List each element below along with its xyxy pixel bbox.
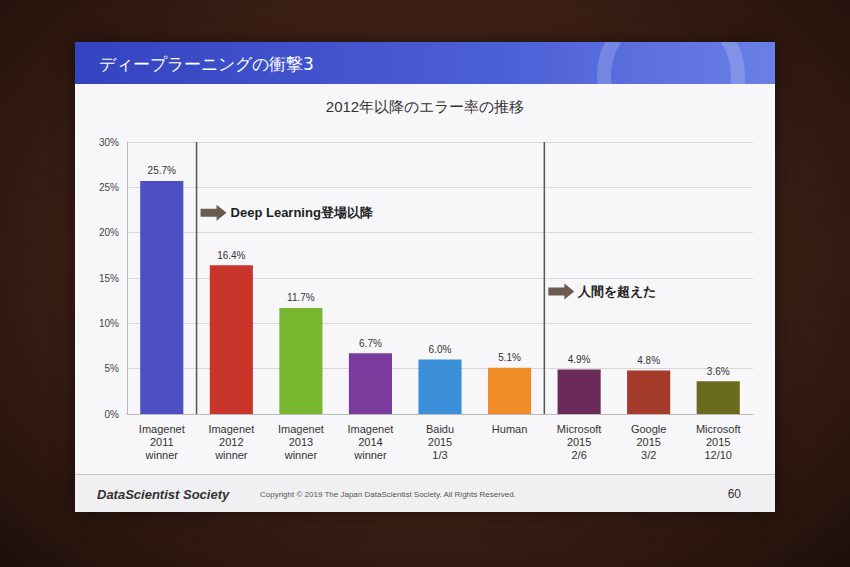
svg-text:Imagenet: Imagenet — [208, 423, 254, 435]
svg-text:15%: 15% — [99, 273, 119, 284]
svg-text:6.0%: 6.0% — [429, 344, 452, 355]
svg-text:Microsoft: Microsoft — [557, 423, 602, 435]
html-text:60: 60 — [727, 487, 741, 501]
svg-text:20%: 20% — [99, 227, 119, 238]
svg-text:12/10: 12/10 — [704, 449, 732, 461]
svg-text:4.8%: 4.8% — [637, 355, 660, 366]
svg-text:2015: 2015 — [636, 436, 660, 448]
svg-text:6.7%: 6.7% — [359, 338, 382, 349]
svg-text:人間を超えた: 人間を超えた — [577, 284, 656, 299]
svg-text:2015: 2015 — [567, 436, 591, 448]
svg-text:Imagenet: Imagenet — [348, 423, 394, 435]
svg-text:2014: 2014 — [358, 436, 382, 448]
svg-text:Imagenet: Imagenet — [278, 423, 324, 435]
svg-text:3/2: 3/2 — [641, 449, 656, 461]
svg-text:2012年以降のエラー率の推移: 2012年以降のエラー率の推移 — [326, 98, 524, 115]
svg-text:winner: winner — [145, 449, 179, 461]
svg-text:Baidu: Baidu — [426, 423, 454, 435]
svg-text:winner: winner — [214, 449, 248, 461]
svg-text:0%: 0% — [105, 409, 120, 420]
svg-text:2011: 2011 — [150, 436, 174, 448]
svg-text:winner: winner — [353, 449, 387, 461]
svg-text:2013: 2013 — [289, 436, 313, 448]
svg-text:11.7%: 11.7% — [287, 292, 315, 303]
svg-text:Microsoft: Microsoft — [696, 423, 741, 435]
svg-text:Imagenet: Imagenet — [139, 423, 185, 435]
svg-text:winner: winner — [284, 449, 318, 461]
html-text:Copyright © 2019 The Japan Dat: Copyright © 2019 The Japan DataScientist… — [260, 490, 516, 499]
svg-text:5%: 5% — [105, 363, 120, 374]
svg-text:Google: Google — [631, 423, 666, 435]
svg-text:16.4%: 16.4% — [217, 250, 245, 261]
svg-text:Human: Human — [492, 423, 527, 435]
svg-text:5.1%: 5.1% — [498, 352, 521, 363]
svg-text:30%: 30% — [99, 137, 119, 148]
svg-text:3.6%: 3.6% — [707, 366, 730, 377]
html-text:DataScientist Society: DataScientist Society — [97, 487, 230, 502]
svg-text:4.9%: 4.9% — [568, 354, 591, 365]
svg-text:10%: 10% — [99, 318, 119, 329]
svg-text:Deep Learning登場以降: Deep Learning登場以降 — [231, 205, 374, 220]
svg-text:2012: 2012 — [219, 436, 243, 448]
svg-text:1/3: 1/3 — [432, 449, 447, 461]
svg-text:2/6: 2/6 — [571, 449, 586, 461]
html-text:ディープラーニングの衝撃3: ディープラーニングの衝撃3 — [99, 54, 314, 74]
svg-text:2015: 2015 — [706, 436, 730, 448]
svg-text:2015: 2015 — [428, 436, 452, 448]
svg-text:25%: 25% — [99, 182, 119, 193]
svg-text:25.7%: 25.7% — [148, 165, 176, 176]
